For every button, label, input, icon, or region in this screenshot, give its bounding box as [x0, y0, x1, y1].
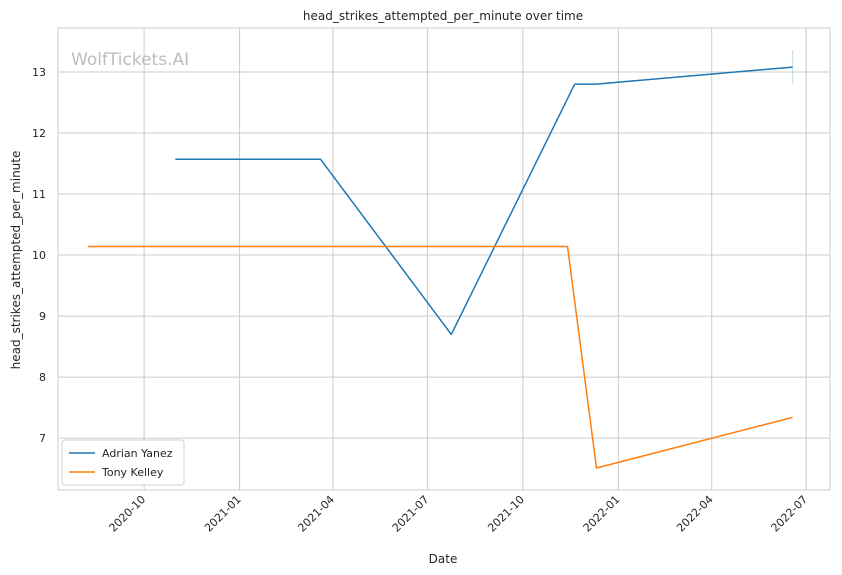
- y-tick-label: 7: [39, 432, 46, 445]
- x-tick-label: 2020-10: [107, 493, 149, 535]
- x-tick-label: 2022-04: [674, 493, 716, 535]
- x-tick-label: 2022-01: [581, 493, 623, 535]
- y-tick-label: 13: [32, 66, 46, 79]
- y-tick-label: 12: [32, 127, 46, 140]
- legend: Adrian Yanez Tony Kelley: [61, 439, 185, 486]
- x-tick-label: 2021-07: [390, 493, 432, 535]
- x-tick-label: 2021-01: [202, 493, 244, 535]
- y-tick-label: 10: [32, 249, 46, 262]
- x-tick-label: 2021-10: [485, 493, 527, 535]
- series-line-0: [175, 66, 793, 336]
- legend-box: [61, 439, 185, 486]
- watermark: WolfTickets.AI: [71, 50, 189, 70]
- y-tick-label: 9: [39, 310, 46, 323]
- grid-lines: [58, 28, 830, 490]
- y-tick-label: 11: [32, 188, 46, 201]
- x-tick-label: 2022-07: [769, 493, 811, 535]
- chart-title: head_strikes_attempted_per_minute over t…: [303, 9, 583, 23]
- legend-label: Adrian Yanez: [102, 447, 173, 460]
- plot-area: [57, 27, 831, 491]
- x-axis-label: Date: [429, 552, 458, 566]
- legend-label: Tony Kelley: [101, 466, 164, 479]
- y-axis-label: head_strikes_attempted_per_minute: [9, 151, 23, 370]
- y-tick-label: 8: [39, 371, 46, 384]
- series-lines: [88, 49, 794, 469]
- plot-frame: [57, 27, 831, 491]
- x-tick-label: 2021-04: [295, 493, 337, 535]
- series-line-1: [88, 245, 793, 469]
